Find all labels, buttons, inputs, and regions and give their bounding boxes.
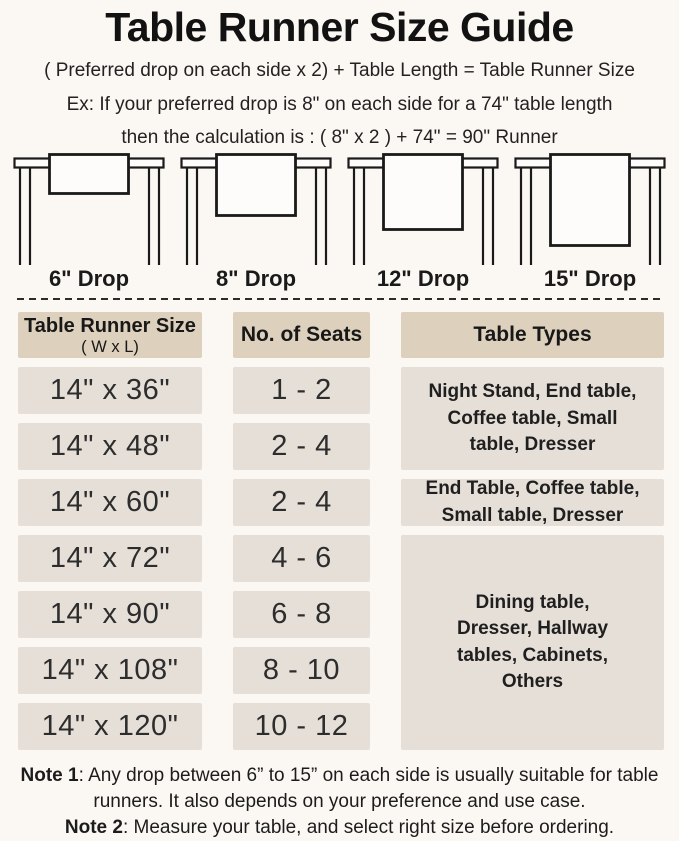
size-cell: 14" x 60" <box>18 479 202 527</box>
dashed-divider <box>17 297 662 301</box>
table-runner-illustration-8in <box>180 152 332 266</box>
table-types-cell-medium: End Table, Coffee table, Small table, Dr… <box>401 478 664 527</box>
size-cell: 14" x 48" <box>18 423 202 471</box>
table-types-cell-small: Night Stand, End table, Coffee table, Sm… <box>401 367 664 471</box>
size-cell: 14" x 120" <box>18 703 202 751</box>
table-types-text: Night Stand, End table, Coffee table, Sm… <box>428 381 637 455</box>
table-types-text: End Table, Coffee table, Small table, Dr… <box>425 478 640 526</box>
col-header-size: Table Runner Size ( W x L) <box>18 312 202 359</box>
size-cell: 14" x 108" <box>18 647 202 695</box>
calculation-line: then the calculation is : ( 8" x 2 ) + 7… <box>121 126 558 148</box>
size-cell: 14" x 90" <box>18 591 202 639</box>
seats-cell: 8 - 10 <box>233 647 370 695</box>
formula-line: ( Preferred drop on each side x 2) + Tab… <box>44 59 635 81</box>
size-guide-page: Table Runner Size Guide ( Preferred drop… <box>0 4 679 838</box>
note-2-label: Note 2 <box>64 816 123 838</box>
seats-cell: 2 - 4 <box>233 479 370 527</box>
col-header-size-title: Table Runner Size <box>24 314 196 337</box>
page-title: Table Runner Size Guide <box>105 4 574 50</box>
drop-label-8in: 8" Drop <box>215 266 297 292</box>
seats-cell: 10 - 12 <box>233 703 370 751</box>
example-line: Ex: If your preferred drop is 8" on each… <box>66 93 613 115</box>
size-cell: 14" x 36" <box>18 367 202 415</box>
col-header-seats: No. of Seats <box>233 312 370 359</box>
table-types-text: Dining table, Dresser, Hallway tables, C… <box>456 592 609 692</box>
seats-cell: 1 - 2 <box>233 367 370 415</box>
table-runner-illustration-6in <box>13 152 165 266</box>
drop-label-15in: 15" Drop <box>543 266 637 292</box>
size-table: Table Runner Size ( W x L) No. of Seats … <box>18 312 665 751</box>
drop-illustrations <box>0 152 679 266</box>
footer-notes: Note 1: Any drop between 6” to 15” on ea… <box>10 763 670 840</box>
note-2: Note 2: Measure your table, and select r… <box>10 815 670 841</box>
seats-cell: 2 - 4 <box>233 423 370 471</box>
drop-label-12in: 12" Drop <box>376 266 470 292</box>
col-header-size-sub: ( W x L) <box>81 337 139 356</box>
drop-labels-row: 6" Drop 8" Drop 12" Drop 15" Drop <box>0 266 679 292</box>
seats-cell: 4 - 6 <box>233 535 370 583</box>
col-header-types: Table Types <box>401 312 664 359</box>
table-runner-illustration-15in <box>514 152 666 266</box>
note-2-text: : Measure your table, and select right s… <box>122 816 615 838</box>
size-cell: 14" x 72" <box>18 535 202 583</box>
seats-cell: 6 - 8 <box>233 591 370 639</box>
drop-label-6in: 6" Drop <box>48 266 130 292</box>
note-1: Note 1: Any drop between 6” to 15” on ea… <box>10 763 670 815</box>
note-1-label: Note 1 <box>20 765 79 787</box>
note-1-text: : Any drop between 6” to 15” on each sid… <box>78 765 659 813</box>
table-types-cell-large: Dining table, Dresser, Hallway tables, C… <box>401 535 664 751</box>
table-runner-illustration-12in <box>347 152 499 266</box>
